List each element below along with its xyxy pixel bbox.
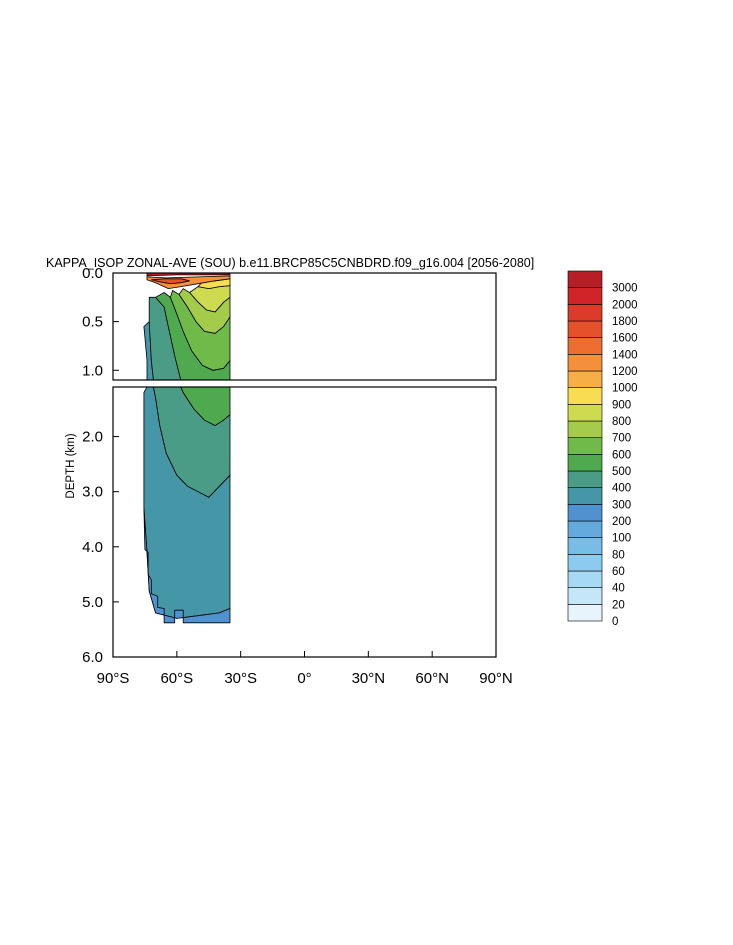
colorbar-box	[567, 537, 603, 555]
colorbar-label: 600	[612, 449, 631, 461]
x-tick-label: 0°	[297, 670, 311, 687]
contour-region-upper-0	[143, 320, 154, 380]
contour-region-upper-9	[146, 273, 231, 277]
colorbar-box	[567, 454, 603, 472]
colorbar-label: 1200	[612, 366, 638, 378]
colorbar-box	[567, 587, 603, 605]
colorbar-label: 100	[612, 533, 631, 545]
x-tick-label: 90°N	[479, 670, 513, 687]
colorbar-box	[567, 437, 603, 455]
chart-title: KAPPA_ISOP ZONAL-AVE (SOU) b.e11.BRCP85C…	[46, 256, 534, 270]
colorbar-box	[567, 470, 603, 488]
y-tick-label: 0.5	[82, 314, 103, 331]
colorbar-box	[567, 604, 603, 622]
colorbar-label: 1800	[612, 316, 638, 328]
colorbar-label: 700	[612, 433, 631, 445]
colorbar-box	[567, 554, 603, 572]
x-axis-ticks: 90°S 60°S 30°S 0° 30°N 60°N 90°N	[97, 651, 513, 687]
colorbar-label: 2000	[612, 299, 638, 311]
colorbar-box	[567, 287, 603, 305]
colorbar-label: 1400	[612, 349, 638, 361]
upper-panel-frame	[112, 272, 497, 381]
colorbar-box	[567, 504, 603, 522]
colorbar-label: 1600	[612, 333, 638, 345]
y-tick-label: 3.0	[82, 484, 103, 501]
y-axis-ticks: 0.0 0.5 1.0 2.0 3.0 4.0 5.0 6.0	[82, 265, 119, 666]
colorbar-box	[567, 404, 603, 422]
colorbar-box	[567, 487, 603, 505]
colorbar-label: 200	[612, 516, 631, 528]
colorbar: 0 20 40 60 80 100 200 300 400 500 600 700 800 900 1000…	[567, 270, 638, 628]
contour-region-upper-8	[151, 278, 190, 285]
colorbar-label: 400	[612, 483, 631, 495]
colorbar-label: 3000	[612, 283, 638, 295]
y-tick-label: 5.0	[82, 594, 103, 611]
x-tick-label: 90°S	[97, 670, 130, 687]
y-axis-title: DEPTH (km)	[65, 433, 77, 498]
colorbar-box	[567, 354, 603, 372]
contour-region-lower-10	[143, 508, 231, 624]
colorbar-box	[567, 337, 603, 355]
x-tick-label: 60°N	[415, 670, 449, 687]
contour-region-upper-10	[144, 594, 230, 796]
upper-panel-fill	[143, 273, 231, 796]
colorbar-label: 80	[612, 549, 625, 561]
y-tick-label: 6.0	[82, 649, 103, 666]
y-tick-label: 1.0	[82, 362, 103, 379]
colorbar-box	[567, 520, 603, 538]
lower-panel-fill	[143, 387, 231, 624]
colorbar-label: 20	[612, 599, 625, 611]
colorbar-box	[567, 304, 603, 322]
y-tick-label: 0.0	[82, 265, 103, 282]
y-tick-label: 4.0	[82, 539, 103, 556]
colorbar-box	[567, 420, 603, 438]
colorbar-label: 900	[612, 399, 631, 411]
contour-region-lower-2	[180, 387, 231, 427]
colorbar-label: 0	[612, 616, 618, 628]
x-tick-label: 30°S	[224, 670, 257, 687]
colorbar-label: 800	[612, 416, 631, 428]
colorbar-box	[567, 387, 603, 405]
colorbar-label: 1000	[612, 383, 638, 395]
colorbar-box	[567, 320, 603, 338]
colorbar-label: 40	[612, 583, 625, 595]
colorbar-box	[567, 270, 603, 288]
x-tick-label: 60°S	[160, 670, 193, 687]
colorbar-box	[567, 570, 603, 588]
colorbar-label: 500	[612, 466, 631, 478]
x-tick-label: 30°N	[352, 670, 386, 687]
y-tick-label: 2.0	[82, 429, 103, 446]
colorbar-label: 60	[612, 566, 625, 578]
colorbar-label: 300	[612, 499, 631, 511]
colorbar-box	[567, 370, 603, 388]
